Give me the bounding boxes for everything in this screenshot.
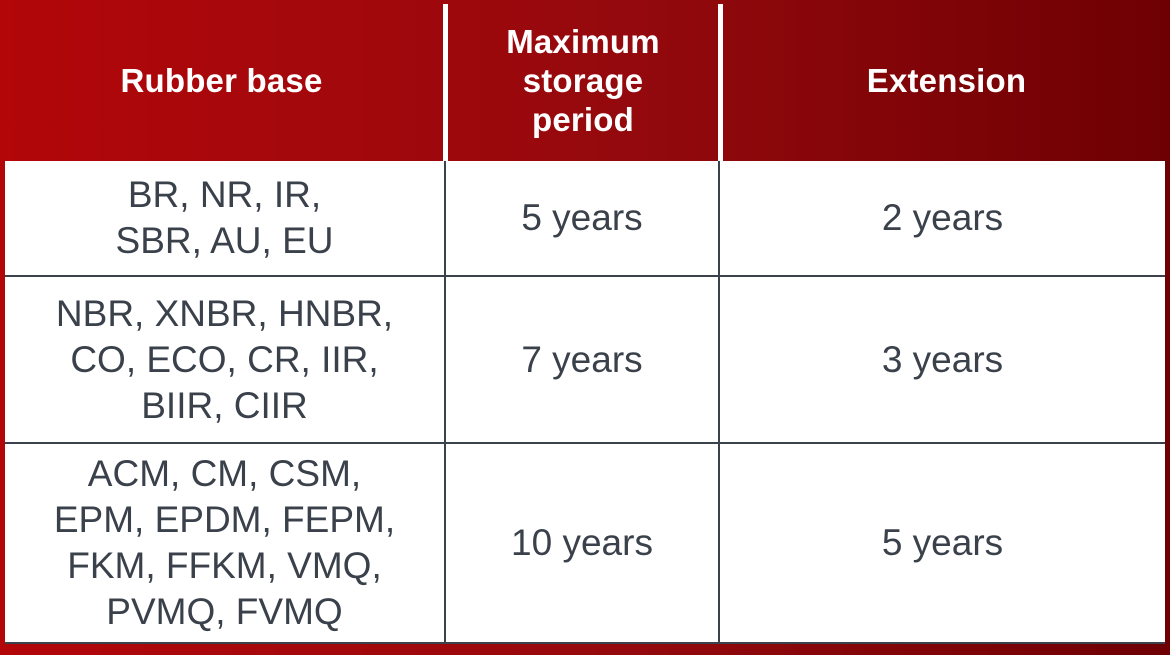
table-body: BR, NR, IR, SBR, AU, EU 5 years 2 years … xyxy=(5,161,1165,644)
cell-extension: 2 years xyxy=(720,161,1165,277)
cell-storage-period: 7 years xyxy=(446,277,720,444)
header-cell-extension: Extension xyxy=(866,62,1027,99)
cell-rubber-base: BR, NR, IR, SBR, AU, EU xyxy=(5,161,446,277)
cell-extension: 5 years xyxy=(881,522,1004,563)
cell-storage-period: 10 years xyxy=(446,444,720,642)
header-cell-max-storage-period: Maximum storage period xyxy=(506,23,660,138)
header-column-separator xyxy=(718,4,723,161)
cell-storage-period: 5 years xyxy=(446,161,720,277)
cell-rubber-base: ACM, CM, CSM, EPM, EPDM, FEPM, FKM, FFKM… xyxy=(5,444,446,642)
header-column-separator xyxy=(443,4,448,161)
cell-rubber-base: NBR, XNBR, HNBR, CO, ECO, CR, IIR, BIIR,… xyxy=(5,277,446,444)
header-cell-rubber-base: Rubber base xyxy=(120,62,323,99)
cell-extension: 3 years xyxy=(720,277,1165,444)
